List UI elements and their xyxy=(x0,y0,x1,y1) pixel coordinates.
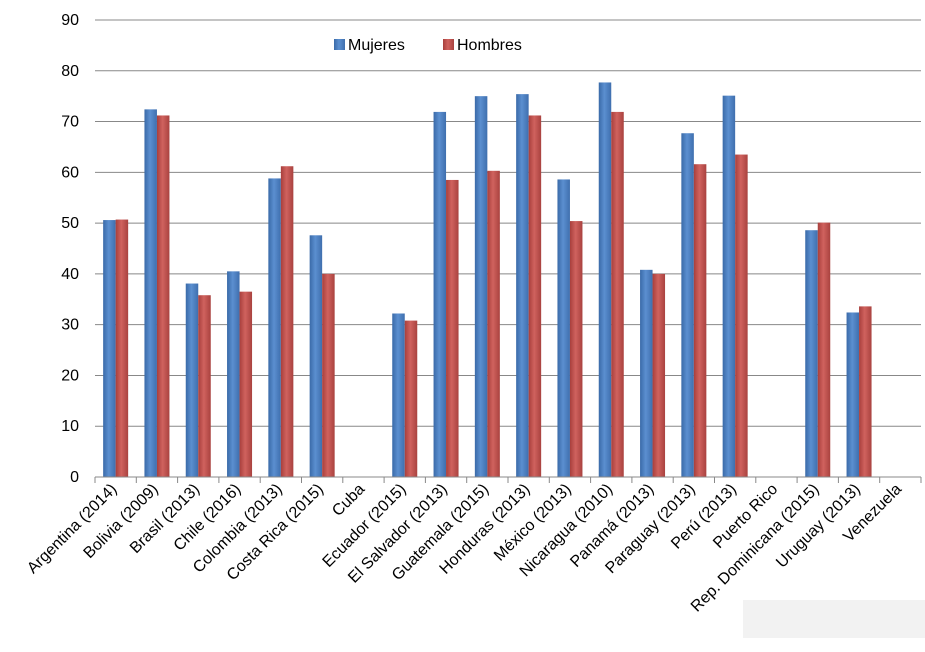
bar-mujeres xyxy=(474,96,488,478)
bar-mujeres xyxy=(846,312,860,477)
bar-mujeres xyxy=(227,271,240,477)
bar-mujeres xyxy=(681,133,694,478)
y-tick-label: 30 xyxy=(61,317,79,334)
gridlines xyxy=(95,19,921,427)
bar-hombres xyxy=(487,170,500,477)
y-tick-label: 70 xyxy=(61,114,79,131)
x-tick-label: Cuba xyxy=(329,481,368,520)
bar-mujeres xyxy=(144,109,157,477)
x-axis-labels: Argentina (2014)Bolivia (2009)Brasil (20… xyxy=(24,481,905,616)
bar-hombres xyxy=(115,219,129,477)
bar-mujeres xyxy=(598,82,612,477)
bar-hombres xyxy=(817,222,831,477)
legend: Mujeres Hombres xyxy=(334,37,522,54)
bar-mujeres xyxy=(722,95,736,478)
bar-mujeres xyxy=(103,220,116,477)
bar-mujeres xyxy=(433,111,447,477)
bar-mujeres xyxy=(805,230,818,477)
legend-swatch-hombres xyxy=(443,39,454,50)
bar-hombres xyxy=(652,273,666,477)
bar-hombres xyxy=(404,320,418,477)
bar-mujeres xyxy=(185,283,199,477)
bar-hombres xyxy=(198,295,211,477)
bar-mujeres xyxy=(516,94,529,477)
legend-label-hombres: Hombres xyxy=(457,37,522,54)
bar-mujeres xyxy=(268,178,281,477)
bar-hombres xyxy=(239,291,253,477)
y-tick-label: 90 xyxy=(61,12,79,29)
bar-hombres xyxy=(693,164,707,477)
y-tick-label: 50 xyxy=(61,215,79,232)
y-tick-label: 60 xyxy=(61,164,79,181)
bar-mujeres xyxy=(640,269,653,477)
bar-hombres xyxy=(322,273,335,477)
bar-hombres xyxy=(280,166,294,478)
bar-mujeres xyxy=(392,313,405,477)
x-axis xyxy=(94,476,922,483)
y-tick-label: 40 xyxy=(61,266,79,283)
legend-swatch-mujeres xyxy=(334,39,345,50)
bar-hombres xyxy=(859,306,872,477)
bar-hombres xyxy=(156,115,170,477)
y-tick-label: 0 xyxy=(70,469,79,486)
bar-hombres xyxy=(735,154,748,478)
y-tick-label: 20 xyxy=(61,367,79,384)
y-tick-label: 10 xyxy=(61,418,79,435)
bar-hombres xyxy=(446,179,459,477)
y-axis-labels: 0 10 20 30 40 50 60 70 80 90 xyxy=(61,12,79,486)
corner-panel xyxy=(743,600,925,638)
bar-hombres xyxy=(569,221,583,477)
y-tick-label: 80 xyxy=(61,63,79,80)
bar-mujeres xyxy=(557,179,570,478)
bar-mujeres xyxy=(309,235,323,477)
legend-label-mujeres: Mujeres xyxy=(348,37,405,54)
bar-hombres xyxy=(528,115,542,477)
bars xyxy=(103,82,872,478)
bar-hombres xyxy=(611,111,624,477)
